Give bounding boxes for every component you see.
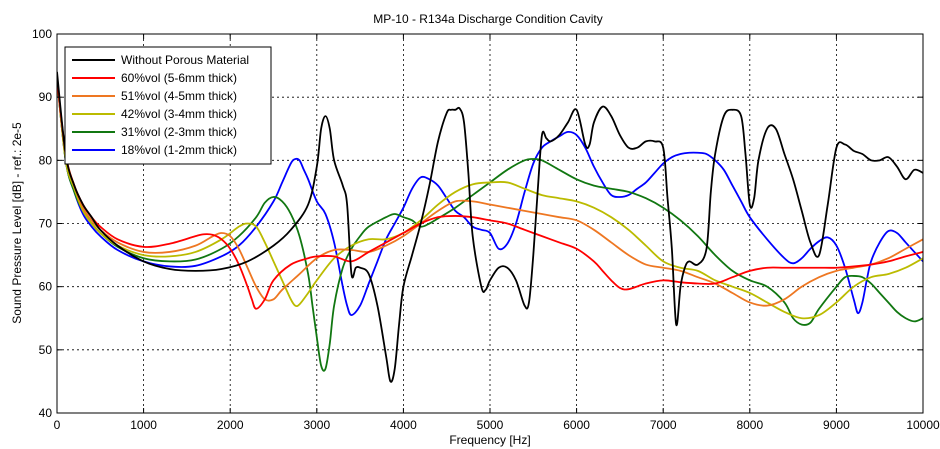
y-tick-label: 100 <box>32 27 52 41</box>
legend-label: 60%vol (5-6mm thick) <box>121 71 237 85</box>
series-line-6 <box>57 78 923 316</box>
x-tick-label: 10000 <box>906 418 940 432</box>
series-line-1 <box>57 71 923 383</box>
series-line-2 <box>57 78 923 310</box>
series-line-3 <box>57 78 923 307</box>
legend-box <box>64 46 272 165</box>
x-tick-label: 3000 <box>303 418 330 432</box>
x-axis-title: Frequency [Hz] <box>449 433 530 447</box>
x-tick-label: 0 <box>54 418 61 432</box>
x-tick-label: 6000 <box>563 418 590 432</box>
legend: Without Porous Material 60%vol (5-6mm thi… <box>64 46 272 165</box>
x-tick-label: 7000 <box>650 418 677 432</box>
y-tick-label: 40 <box>39 406 53 420</box>
x-axis: 0 1000 2000 3000 4000 5000 6000 7000 8000 9000 100… <box>54 34 940 432</box>
x-tick-label: 2000 <box>217 418 244 432</box>
legend-label: 31%vol (2-3mm thick) <box>121 125 237 139</box>
legend-label: 18%vol (1-2mm thick) <box>121 143 237 157</box>
y-tick-label: 60 <box>39 280 53 294</box>
legend-label: 42%vol (3-4mm thick) <box>121 107 237 121</box>
y-tick-label: 70 <box>39 217 53 231</box>
series-lines <box>57 71 923 383</box>
chart-title: MP-10 - R134a Discharge Condition Cavity <box>373 12 602 26</box>
y-tick-label: 80 <box>39 153 53 167</box>
x-tick-label: 8000 <box>736 418 763 432</box>
series-line-5 <box>57 78 923 372</box>
x-tick-label: 4000 <box>390 418 417 432</box>
x-tick-label: 1000 <box>130 418 157 432</box>
x-tick-label: 9000 <box>823 418 850 432</box>
y-axis-title: Sound Pressure Level [dB] - ref.: 2e-5 <box>10 122 24 324</box>
y-axis: 40 50 60 70 80 90 100 <box>32 27 923 420</box>
x-tick-label: 5000 <box>477 418 504 432</box>
y-tick-label: 50 <box>39 343 53 357</box>
legend-label: 51%vol (4-5mm thick) <box>121 89 237 103</box>
y-tick-label: 90 <box>39 90 53 104</box>
grid <box>57 34 923 413</box>
series-line-4 <box>57 78 923 320</box>
legend-label: Without Porous Material <box>121 53 249 67</box>
